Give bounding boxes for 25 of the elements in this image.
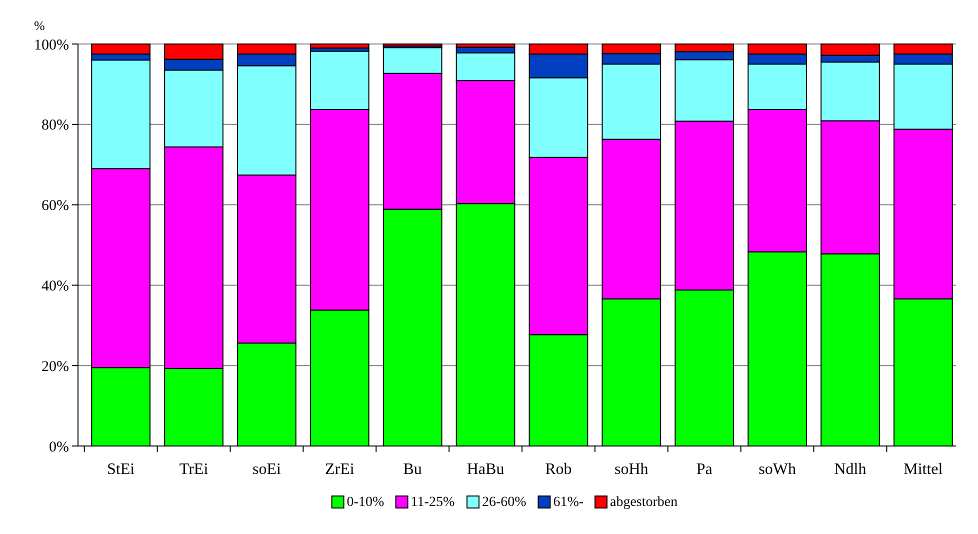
- x-tick-label: soHh: [614, 461, 648, 478]
- y-tick-label: 40%: [42, 278, 69, 294]
- x-tick-label: TrEi: [179, 461, 209, 478]
- x-tick-label: ZrEi: [324, 461, 355, 478]
- y-tick-label: 0%: [49, 439, 69, 456]
- x-tick-label: Pa: [696, 461, 712, 478]
- x-tick-label: Mittel: [904, 461, 944, 478]
- y-axis-title: %: [34, 18, 45, 33]
- legend-label: abgestorben: [610, 495, 678, 510]
- x-tick-label: HaBu: [466, 461, 504, 478]
- y-tick-label: 100%: [34, 37, 69, 54]
- x-tick-label: soWh: [758, 461, 796, 478]
- legend-label: 11-25%: [410, 495, 455, 510]
- y-tick-label: 80%: [42, 118, 69, 134]
- x-tick-label: StEi: [107, 461, 136, 478]
- y-tick-label: 60%: [42, 198, 69, 214]
- bar: [310, 44, 370, 49]
- x-tick-label: Bu: [403, 461, 422, 478]
- x-tick-label: soEi: [252, 461, 282, 478]
- y-tick-label: 20%: [42, 358, 69, 375]
- x-tick-label: Ndlh: [834, 461, 866, 478]
- legend-label: 61%-: [553, 495, 584, 510]
- legend-label: 26-60%: [482, 495, 527, 510]
- legend-label: 0-10%: [346, 495, 384, 510]
- x-tick-label: Rob: [545, 461, 572, 478]
